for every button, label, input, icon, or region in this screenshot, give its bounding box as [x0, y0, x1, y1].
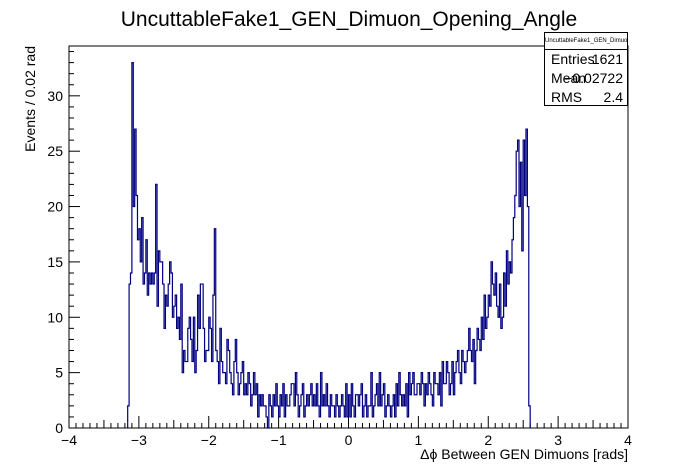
stats-mean-value: −0.02722 — [564, 70, 623, 86]
x-tick-label: 3 — [554, 432, 562, 448]
x-tick-label: 1 — [414, 432, 422, 448]
y-tick-label: 30 — [47, 88, 63, 104]
histogram-line — [127, 62, 531, 429]
x-tick-label: −4 — [61, 432, 77, 448]
x-tick-label: −3 — [131, 432, 147, 448]
y-tick-label: 0 — [55, 420, 63, 436]
x-tick-label: −1 — [271, 432, 287, 448]
x-tick-label: −2 — [201, 432, 217, 448]
stats-entries-label: Entries — [551, 51, 595, 67]
y-axis: 0 5 10 15 20 25 30 — [47, 51, 80, 436]
stats-box: UncuttableFake1_GEN_Dimuon_Opening_Angle… — [544, 32, 628, 106]
y-tick-label: 25 — [47, 143, 63, 159]
stats-rms-value: 2.4 — [603, 89, 623, 105]
y-axis-label: Events / 0.02 rad — [22, 46, 38, 152]
stats-row-mean: Mean −0.02722 — [545, 69, 627, 88]
stats-entries-value: 1621 — [591, 51, 623, 67]
x-tick-label: 0 — [345, 432, 353, 448]
x-axis-label: Δϕ Between GEN Dimuons [rads] — [420, 446, 628, 462]
stats-box-title: UncuttableFake1_GEN_Dimuon_Opening_Angle — [545, 33, 627, 50]
chart-title: UncuttableFake1_GEN_Dimuon_Opening_Angle — [121, 8, 577, 31]
x-tick-label: 2 — [484, 432, 492, 448]
y-tick-label: 10 — [47, 309, 63, 325]
y-tick-label: 20 — [47, 199, 63, 215]
stats-mean-label: Mean — [551, 70, 587, 86]
stats-row-entries: Entries 1621 — [545, 50, 627, 69]
y-tick-label: 15 — [47, 254, 63, 270]
stats-rms-label: RMS — [551, 89, 583, 105]
y-tick-label: 5 — [55, 365, 63, 381]
x-tick-label: 4 — [624, 432, 632, 448]
stats-row-rms: RMS 2.4 — [545, 88, 627, 107]
x-axis: −4 −3 −2 −1 0 1 2 3 4 — [61, 416, 632, 448]
